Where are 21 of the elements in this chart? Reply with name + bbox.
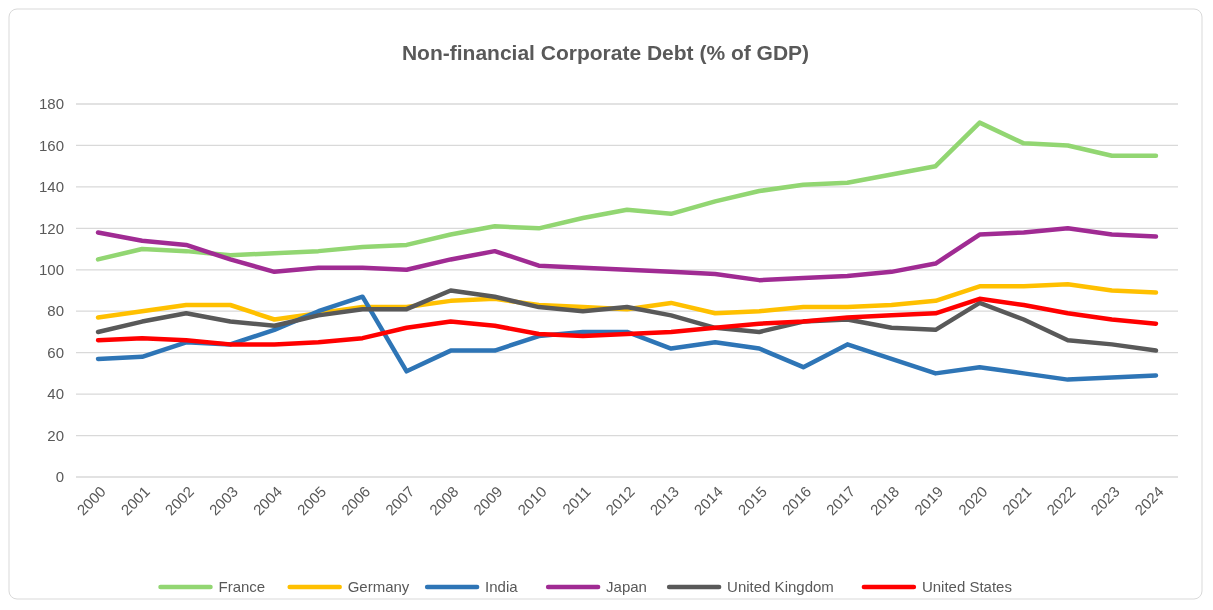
legend-label: Germany xyxy=(347,578,410,596)
legend-label: India xyxy=(485,578,519,596)
y-tick-label: 100 xyxy=(38,261,64,279)
legend-label: United States xyxy=(921,578,1012,596)
y-tick-label: 80 xyxy=(47,302,64,320)
y-tick-label: 140 xyxy=(38,178,64,196)
y-tick-label: 180 xyxy=(38,95,64,113)
legend-label: United Kingdom xyxy=(727,578,834,596)
y-tick-label: 160 xyxy=(38,136,64,154)
y-tick-label: 60 xyxy=(47,343,64,361)
y-tick-label: 20 xyxy=(47,426,64,444)
line-series xyxy=(95,288,1159,353)
line-series xyxy=(95,226,1159,283)
legend-label: Japan xyxy=(606,578,647,596)
y-tick-label: 0 xyxy=(55,468,64,486)
line-series xyxy=(95,296,1159,347)
line-series xyxy=(95,120,1159,262)
y-tick-label: 120 xyxy=(38,219,64,237)
legend-label: France xyxy=(218,578,266,596)
y-tick-label: 40 xyxy=(47,385,64,403)
chart-title: Non-financial Corporate Debt (% of GDP) xyxy=(401,41,810,64)
